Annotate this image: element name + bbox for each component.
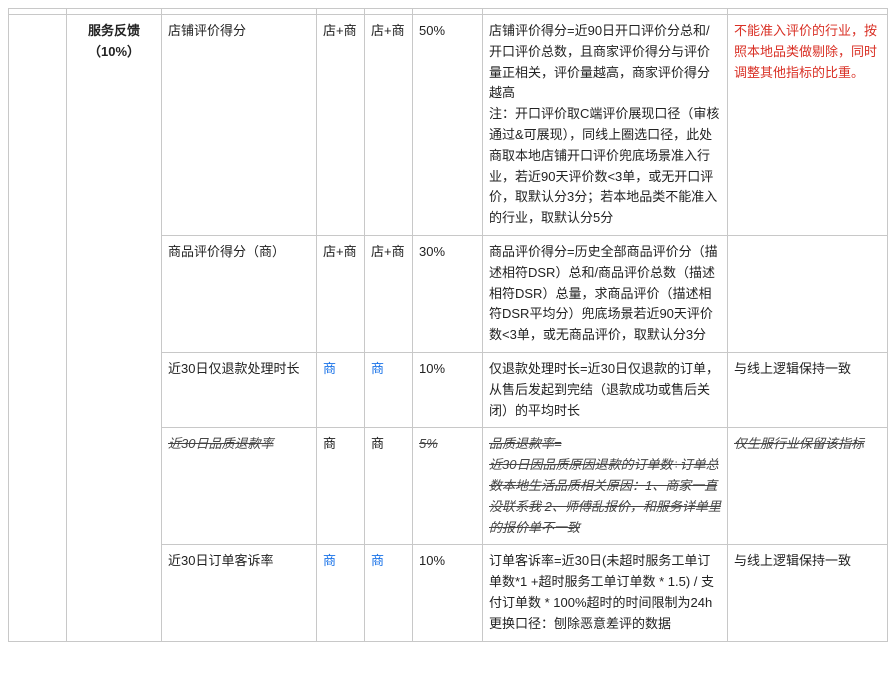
weight-cell: 5% bbox=[413, 428, 483, 545]
scope1-cell: 店+商 bbox=[317, 15, 365, 236]
description-cell: 店铺评价得分=近90日开口评价分总和/开口评价总数，且商家评价得分与评价量正相关… bbox=[483, 15, 728, 236]
empty-left-cell bbox=[9, 15, 67, 642]
scope1-cell: 商 bbox=[317, 428, 365, 545]
scope1-cell: 店+商 bbox=[317, 235, 365, 352]
description-cell: 商品评价得分=历史全部商品评价分（描述相符DSR）总和/商品评价总数（描述相符D… bbox=[483, 235, 728, 352]
scope2-cell: 店+商 bbox=[365, 15, 413, 236]
metrics-table: 服务反馈（10%）店铺评价得分店+商店+商50%店铺评价得分=近90日开口评价分… bbox=[8, 8, 888, 642]
weight-cell: 50% bbox=[413, 15, 483, 236]
metric-cell: 店铺评价得分 bbox=[162, 15, 317, 236]
description-cell: 订单客诉率=近30日(未超时服务工单订单数*1 +超时服务工单订单数 * 1.5… bbox=[483, 545, 728, 641]
weight-cell: 10% bbox=[413, 545, 483, 641]
metric-cell: 近30日仅退款处理时长 bbox=[162, 352, 317, 427]
weight-cell: 30% bbox=[413, 235, 483, 352]
note-cell: 不能准入评价的行业，按照本地品类做剔除，同时调整其他指标的比重。 bbox=[728, 15, 888, 236]
weight-cell: 10% bbox=[413, 352, 483, 427]
category-label: 服务反馈 bbox=[73, 21, 155, 42]
scope1-cell: 商 bbox=[317, 352, 365, 427]
table-row: 服务反馈（10%）店铺评价得分店+商店+商50%店铺评价得分=近90日开口评价分… bbox=[9, 15, 888, 236]
scope2-cell: 商 bbox=[365, 352, 413, 427]
scope2-cell: 商 bbox=[365, 545, 413, 641]
note-cell bbox=[728, 235, 888, 352]
scope1-cell: 商 bbox=[317, 545, 365, 641]
category-cell: 服务反馈（10%） bbox=[67, 15, 162, 642]
description-cell: 仅退款处理时长=近30日仅退款的订单，从售后发起到完结（退款成功或售后关闭）的平… bbox=[483, 352, 728, 427]
metric-cell: 近30日订单客诉率 bbox=[162, 545, 317, 641]
note-cell: 与线上逻辑保持一致 bbox=[728, 352, 888, 427]
category-weight: （10%） bbox=[73, 42, 155, 63]
scope2-cell: 店+商 bbox=[365, 235, 413, 352]
note-cell: 与线上逻辑保持一致 bbox=[728, 545, 888, 641]
scope2-cell: 商 bbox=[365, 428, 413, 545]
description-cell: 品质退款率=近30日因品质原因退款的订单数÷订单总数本地生活品质相关原因：1、商… bbox=[483, 428, 728, 545]
metric-cell: 近30日品质退款率 bbox=[162, 428, 317, 545]
note-cell: 仅生服行业保留该指标 bbox=[728, 428, 888, 545]
metric-cell: 商品评价得分（商） bbox=[162, 235, 317, 352]
